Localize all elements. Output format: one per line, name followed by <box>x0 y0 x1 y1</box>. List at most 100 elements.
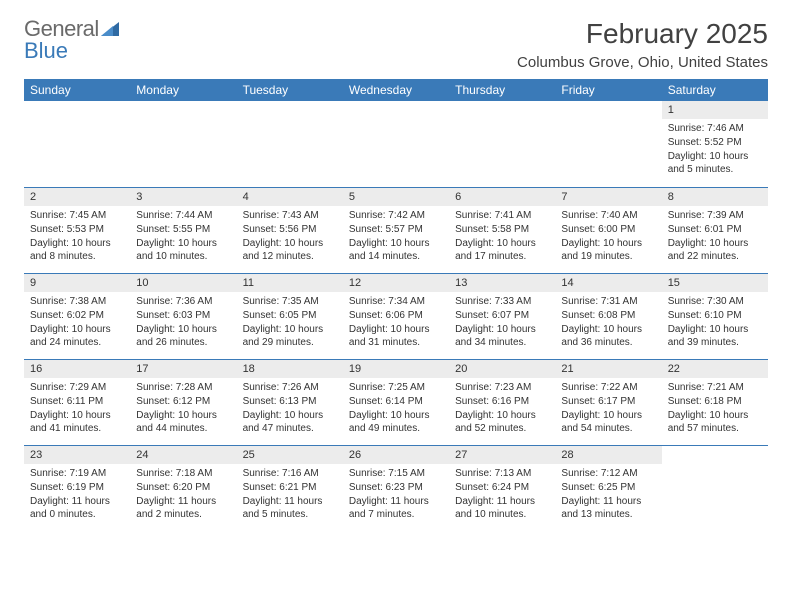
day-body: Sunrise: 7:31 AMSunset: 6:08 PMDaylight:… <box>555 292 661 354</box>
day-body: Sunrise: 7:43 AMSunset: 5:56 PMDaylight:… <box>237 206 343 268</box>
day-number: 2 <box>24 188 130 206</box>
daylight-text: Daylight: 10 hours and 26 minutes. <box>136 323 230 349</box>
calendar-cell: 10 Sunrise: 7:36 AMSunset: 6:03 PMDayligh… <box>130 273 236 359</box>
calendar-cell: 11Sunrise: 7:35 AMSunset: 6:05 PMDayligh… <box>237 273 343 359</box>
dayname-sun: Sunday <box>24 79 130 101</box>
sunset-text: Sunset: 6:21 PM <box>243 481 337 494</box>
sunset-text: Sunset: 6:25 PM <box>561 481 655 494</box>
sunrise-text: Sunrise: 7:45 AM <box>30 209 124 222</box>
sunrise-text: Sunrise: 7:38 AM <box>30 295 124 308</box>
page-header: General Blue February 2025 Columbus Grov… <box>24 18 768 71</box>
sunrise-text: Sunrise: 7:41 AM <box>455 209 549 222</box>
calendar-cell: 24Sunrise: 7:18 AMSunset: 6:20 PMDayligh… <box>130 445 236 531</box>
day-body: Sunrise: 7:38 AMSunset: 6:02 PMDaylight:… <box>24 292 130 354</box>
calendar-cell <box>24 101 130 187</box>
sunset-text: Sunset: 5:55 PM <box>136 223 230 236</box>
sunset-text: Sunset: 5:56 PM <box>243 223 337 236</box>
logo: General Blue <box>24 18 121 62</box>
month-title: February 2025 <box>517 18 768 50</box>
sunrise-text: Sunrise: 7:35 AM <box>243 295 337 308</box>
daylight-text: Daylight: 10 hours and 22 minutes. <box>668 237 762 263</box>
day-number: 13 <box>449 274 555 292</box>
sunrise-text: Sunrise: 7:34 AM <box>349 295 443 308</box>
sunrise-text: Sunrise: 7:23 AM <box>455 381 549 394</box>
calendar-body: 1Sunrise: 7:46 AMSunset: 5:52 PMDaylight… <box>24 101 768 531</box>
daylight-text: Daylight: 10 hours and 10 minutes. <box>136 237 230 263</box>
daylight-text: Daylight: 10 hours and 54 minutes. <box>561 409 655 435</box>
day-number: 10 <box>130 274 236 292</box>
sunrise-text: Sunrise: 7:29 AM <box>30 381 124 394</box>
day-body: Sunrise: 7:23 AMSunset: 6:16 PMDaylight:… <box>449 378 555 440</box>
daylight-text: Daylight: 10 hours and 41 minutes. <box>30 409 124 435</box>
day-body: Sunrise: 7:41 AMSunset: 5:58 PMDaylight:… <box>449 206 555 268</box>
day-number: 18 <box>237 360 343 378</box>
sunrise-text: Sunrise: 7:22 AM <box>561 381 655 394</box>
day-body: Sunrise: 7:19 AMSunset: 6:19 PMDaylight:… <box>24 464 130 526</box>
sunrise-text: Sunrise: 7:30 AM <box>668 295 762 308</box>
day-body: Sunrise: 7:45 AMSunset: 5:53 PMDaylight:… <box>24 206 130 268</box>
day-body: Sunrise: 7:22 AMSunset: 6:17 PMDaylight:… <box>555 378 661 440</box>
logo-sail-icon <box>101 22 121 36</box>
sunset-text: Sunset: 6:19 PM <box>30 481 124 494</box>
day-number: 25 <box>237 446 343 464</box>
day-body: Sunrise: 7:46 AMSunset: 5:52 PMDaylight:… <box>662 119 768 181</box>
daylight-text: Daylight: 10 hours and 47 minutes. <box>243 409 337 435</box>
day-number: 14 <box>555 274 661 292</box>
sunrise-text: Sunrise: 7:31 AM <box>561 295 655 308</box>
sunrise-text: Sunrise: 7:36 AM <box>136 295 230 308</box>
day-body: Sunrise: 7:16 AMSunset: 6:21 PMDaylight:… <box>237 464 343 526</box>
day-body: Sunrise: 7:44 AMSunset: 5:55 PMDaylight:… <box>130 206 236 268</box>
sunset-text: Sunset: 6:16 PM <box>455 395 549 408</box>
day-number: 3 <box>130 188 236 206</box>
calendar-cell: 16Sunrise: 7:29 AMSunset: 6:11 PMDayligh… <box>24 359 130 445</box>
daylight-text: Daylight: 10 hours and 57 minutes. <box>668 409 762 435</box>
day-number: 4 <box>237 188 343 206</box>
sunset-text: Sunset: 6:08 PM <box>561 309 655 322</box>
calendar-cell: 18Sunrise: 7:26 AMSunset: 6:13 PMDayligh… <box>237 359 343 445</box>
sunrise-text: Sunrise: 7:33 AM <box>455 295 549 308</box>
sunrise-text: Sunrise: 7:21 AM <box>668 381 762 394</box>
day-body: Sunrise: 7:33 AMSunset: 6:07 PMDaylight:… <box>449 292 555 354</box>
sunrise-text: Sunrise: 7:13 AM <box>455 467 549 480</box>
sunset-text: Sunset: 5:53 PM <box>30 223 124 236</box>
daylight-text: Daylight: 10 hours and 31 minutes. <box>349 323 443 349</box>
calendar-cell: 19Sunrise: 7:25 AMSunset: 6:14 PMDayligh… <box>343 359 449 445</box>
day-number: 8 <box>662 188 768 206</box>
calendar-cell: 12Sunrise: 7:34 AMSunset: 6:06 PMDayligh… <box>343 273 449 359</box>
sunset-text: Sunset: 6:01 PM <box>668 223 762 236</box>
title-block: February 2025 Columbus Grove, Ohio, Unit… <box>517 18 768 71</box>
calendar-cell: 21Sunrise: 7:22 AMSunset: 6:17 PMDayligh… <box>555 359 661 445</box>
sunrise-text: Sunrise: 7:26 AM <box>243 381 337 394</box>
calendar-cell: 27Sunrise: 7:13 AMSunset: 6:24 PMDayligh… <box>449 445 555 531</box>
day-body: Sunrise: 7:12 AMSunset: 6:25 PMDaylight:… <box>555 464 661 526</box>
calendar-cell: 17Sunrise: 7:28 AMSunset: 6:12 PMDayligh… <box>130 359 236 445</box>
sunset-text: Sunset: 6:03 PM <box>136 309 230 322</box>
calendar-cell <box>237 101 343 187</box>
day-number: 21 <box>555 360 661 378</box>
day-body: Sunrise: 7:29 AMSunset: 6:11 PMDaylight:… <box>24 378 130 440</box>
sunrise-text: Sunrise: 7:25 AM <box>349 381 443 394</box>
daylight-text: Daylight: 10 hours and 14 minutes. <box>349 237 443 263</box>
day-number: 26 <box>343 446 449 464</box>
day-number: 17 <box>130 360 236 378</box>
calendar-cell: 5Sunrise: 7:42 AMSunset: 5:57 PMDaylight… <box>343 187 449 273</box>
sunset-text: Sunset: 5:58 PM <box>455 223 549 236</box>
daylight-text: Daylight: 10 hours and 8 minutes. <box>30 237 124 263</box>
day-number: 12 <box>343 274 449 292</box>
daylight-text: Daylight: 10 hours and 39 minutes. <box>668 323 762 349</box>
calendar-cell: 13Sunrise: 7:33 AMSunset: 6:07 PMDayligh… <box>449 273 555 359</box>
day-number: 23 <box>24 446 130 464</box>
daylight-text: Daylight: 11 hours and 5 minutes. <box>243 495 337 521</box>
calendar-week: 2Sunrise: 7:45 AMSunset: 5:53 PMDaylight… <box>24 187 768 273</box>
day-number: 16 <box>24 360 130 378</box>
day-number: 24 <box>130 446 236 464</box>
calendar-table: Sunday Monday Tuesday Wednesday Thursday… <box>24 79 768 531</box>
calendar-cell: 4Sunrise: 7:43 AMSunset: 5:56 PMDaylight… <box>237 187 343 273</box>
calendar-cell: 3Sunrise: 7:44 AMSunset: 5:55 PMDaylight… <box>130 187 236 273</box>
sunset-text: Sunset: 6:07 PM <box>455 309 549 322</box>
calendar-week: 23Sunrise: 7:19 AMSunset: 6:19 PMDayligh… <box>24 445 768 531</box>
dayname-mon: Monday <box>130 79 236 101</box>
sunset-text: Sunset: 6:24 PM <box>455 481 549 494</box>
day-number: 1 <box>662 101 768 119</box>
sunset-text: Sunset: 6:23 PM <box>349 481 443 494</box>
